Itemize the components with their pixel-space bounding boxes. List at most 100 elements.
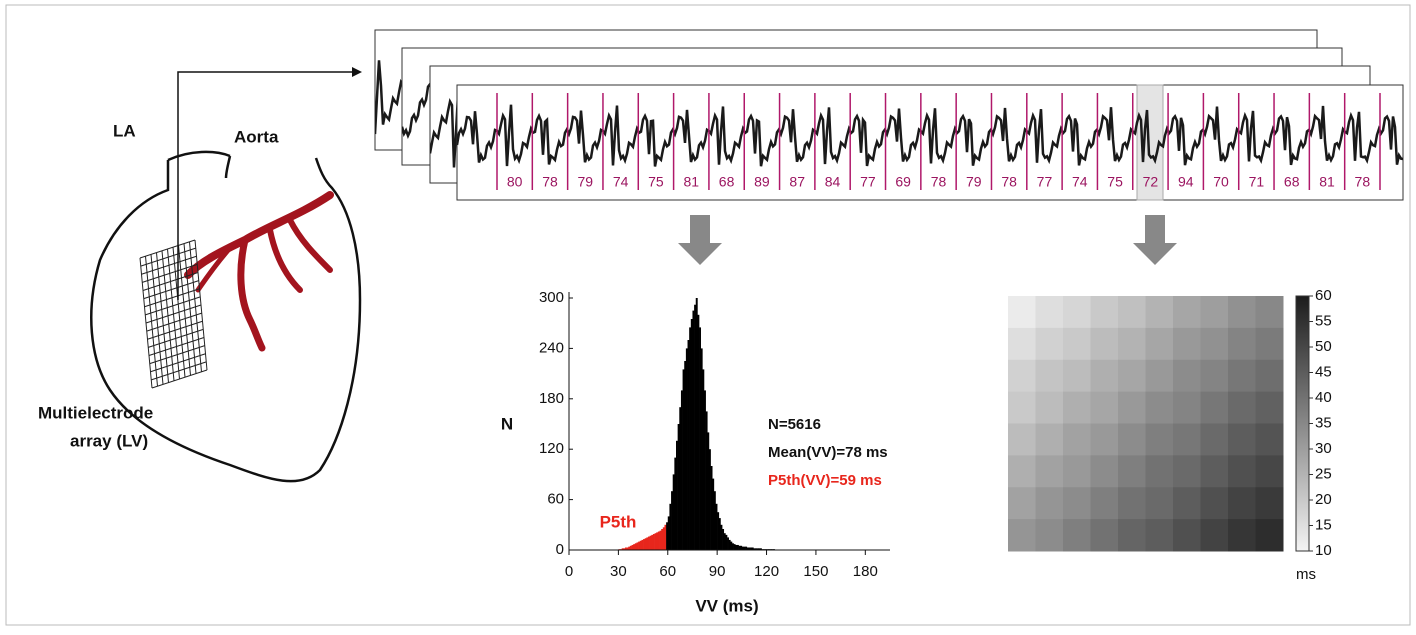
hist-bar: [727, 537, 729, 550]
down-arrow: [678, 215, 722, 265]
vv-interval: 79: [578, 174, 594, 190]
vessels: [184, 191, 334, 352]
vv-interval: 78: [1001, 174, 1017, 190]
y-tick-label: 0: [556, 541, 564, 558]
hist-bar: [746, 547, 749, 550]
hist-bar: [756, 548, 759, 550]
vv-interval: 68: [1284, 174, 1300, 190]
hist-bar: [676, 440, 678, 550]
y-tick-label: 120: [539, 440, 564, 457]
map-cell: [1145, 327, 1174, 361]
vv-interval: 77: [1037, 174, 1053, 190]
map-cell: [1035, 327, 1064, 361]
map-cell: [1200, 519, 1229, 552]
map-cell: [1035, 423, 1064, 456]
vv-interval: 94: [1178, 174, 1194, 190]
map-cell: [1090, 487, 1119, 520]
colorbar-tick-label: 35: [1315, 414, 1332, 431]
map-cell: [1063, 391, 1091, 424]
frame: [5, 4, 1411, 626]
hist-bar: [636, 542, 639, 550]
hist-bar: [758, 548, 761, 550]
hist-bar: [684, 361, 687, 550]
map-cell: [1255, 423, 1284, 456]
hist-bar: [715, 503, 718, 550]
annotation: Mean(VV)=78 ms: [768, 444, 888, 461]
map-cell: [1035, 391, 1064, 424]
grid-wire: [149, 345, 205, 365]
map-cell: [1145, 487, 1174, 520]
vv-interval: 81: [683, 174, 699, 190]
hist-bar: [623, 548, 626, 550]
map-cell: [1228, 487, 1256, 520]
map-cell: [1228, 423, 1256, 456]
map-cell: [1090, 359, 1119, 393]
map-cell: [1200, 423, 1229, 456]
x-tick-label: 150: [803, 563, 828, 580]
hist-bar: [671, 491, 674, 550]
hist-bar: [646, 537, 649, 550]
grid-wire: [151, 361, 207, 381]
map-cell: [1173, 423, 1201, 456]
colorbar-tick-label: 60: [1315, 287, 1332, 304]
hist-bar: [745, 546, 748, 550]
hist-bar: [672, 474, 675, 550]
hist-bar: [680, 390, 683, 550]
hist-bar: [697, 314, 700, 550]
map-cell: [1118, 423, 1146, 456]
hist-bar: [733, 544, 736, 550]
hist-bar: [748, 547, 751, 550]
grid-wire: [150, 353, 206, 373]
map-cell: [1008, 391, 1036, 424]
map-cell: [1008, 359, 1036, 393]
map-cell: [1063, 296, 1091, 329]
highlight-label: P5th: [600, 512, 637, 531]
hist-bar: [624, 547, 627, 550]
hist-bar: [712, 478, 715, 550]
grid-wire: [140, 247, 196, 267]
map-cell: [1200, 455, 1229, 488]
map-cell: [1090, 296, 1119, 329]
map-cell: [1118, 327, 1146, 361]
map-cell: [1145, 423, 1174, 456]
vv-interval: 81: [1319, 174, 1335, 190]
hist-bar: [725, 534, 728, 550]
vv-interval: 78: [931, 174, 947, 190]
x-tick-label: 180: [853, 563, 878, 580]
hist-bar: [703, 390, 706, 550]
hist-bar: [657, 531, 660, 550]
hist-bar: [743, 546, 746, 550]
y-tick-label: 180: [539, 390, 564, 407]
x-tick-label: 60: [659, 563, 676, 580]
hist-bar: [659, 530, 662, 550]
vv-interval: 87: [789, 174, 805, 190]
grid-wire: [144, 288, 200, 308]
colorbar-tick-label: 45: [1315, 363, 1332, 380]
vv-interval: 72: [1143, 174, 1159, 190]
hist-bar: [621, 548, 624, 550]
trace: [457, 104, 1403, 167]
hist-bar: [692, 310, 695, 550]
map-cell: [1228, 296, 1256, 329]
map-cell: [1035, 455, 1064, 488]
map-cell: [1145, 391, 1174, 424]
grid-wire: [145, 296, 201, 316]
map-cell: [1200, 296, 1229, 329]
hist-bar: [634, 543, 637, 550]
map-cell: [1063, 423, 1091, 456]
hist-bar: [750, 547, 753, 550]
colorbar-tick-label: 20: [1315, 491, 1332, 508]
hist-bar: [628, 546, 631, 550]
hist-bar: [687, 340, 690, 550]
x-tick-label: 0: [565, 563, 573, 580]
y-axis-label: N: [501, 414, 513, 433]
map-cell: [1145, 359, 1174, 393]
hist-bar: [723, 533, 726, 550]
hist-bar: [708, 449, 711, 550]
hist-bar: [654, 533, 657, 550]
y-tick-label: 240: [539, 339, 564, 356]
colorbar: [1295, 295, 1310, 552]
colorbar-tick-label: 25: [1315, 465, 1332, 482]
x-tick-label: 90: [709, 563, 726, 580]
map-cell: [1255, 327, 1284, 361]
